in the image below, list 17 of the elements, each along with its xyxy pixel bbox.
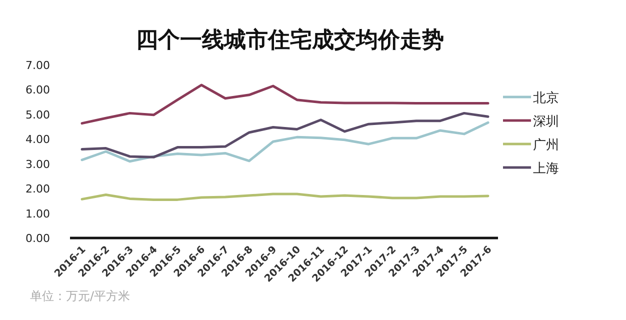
legend-label: 深圳 [533, 114, 559, 130]
legend-label: 上海 [533, 162, 559, 176]
line-series [80, 121, 490, 163]
y-tick-label: 2.00 [26, 182, 50, 196]
text: 单位：万元/平方米 [30, 289, 130, 303]
y-tick-label: 4.00 [26, 133, 50, 146]
y-tick-label: 3.00 [26, 158, 50, 171]
y-tick-label: 0.00 [26, 232, 50, 245]
legend-label: 北京 [533, 91, 559, 106]
chart-title: 四个一线城市住宅成交均价走势 [136, 27, 444, 53]
y-tick-label: 7.00 [26, 59, 50, 72]
y-tick-label: 6.00 [26, 84, 50, 97]
y-tick-label: 5.00 [26, 108, 50, 122]
line-series [80, 112, 490, 158]
y-tick-label: 1.00 [26, 207, 50, 220]
line-series [80, 84, 490, 125]
legend-label: 广州 [533, 138, 559, 153]
